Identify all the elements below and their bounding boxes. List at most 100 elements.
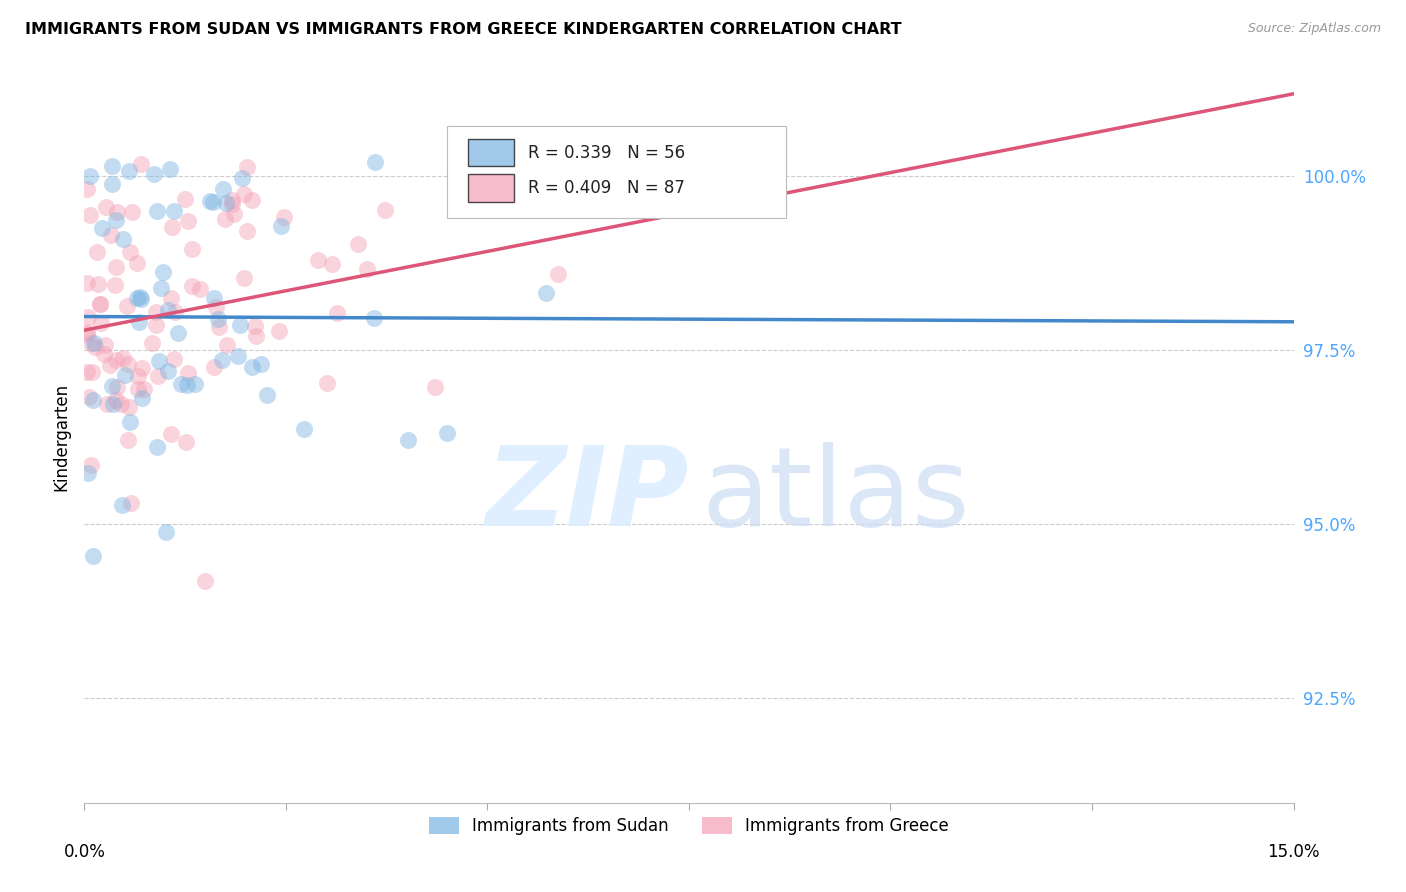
Point (146, 440, 169, 454)
Point (104, 392, 127, 407)
Point (188, 282, 211, 296)
Point (181, 242, 204, 256)
Point (90, 316, 112, 330)
Point (117, 164, 139, 178)
Point (143, 167, 166, 181)
Point (211, 353, 233, 368)
Point (200, 194, 222, 208)
Y-axis label: Kindergarten: Kindergarten (52, 383, 70, 491)
Point (103, 397, 125, 411)
Point (105, 205, 128, 219)
Point (202, 359, 225, 374)
Point (159, 427, 181, 442)
Point (76, 310, 98, 325)
Point (215, 195, 238, 210)
Point (79, 169, 101, 183)
Point (534, 286, 557, 301)
Point (346, 236, 368, 251)
Point (87, 277, 110, 291)
Point (231, 171, 253, 186)
Point (94, 338, 117, 352)
Point (177, 366, 200, 380)
Point (148, 368, 170, 383)
Point (96, 200, 118, 214)
Point (316, 376, 339, 391)
Text: 0.0%: 0.0% (63, 843, 105, 861)
Point (89, 296, 111, 310)
FancyBboxPatch shape (468, 138, 513, 167)
Point (76, 365, 98, 379)
Point (236, 224, 259, 238)
Point (76, 181, 98, 195)
Point (321, 257, 343, 271)
Point (118, 400, 141, 414)
FancyBboxPatch shape (468, 174, 513, 202)
Point (132, 382, 155, 396)
Text: R = 0.339   N = 56: R = 0.339 N = 56 (529, 144, 685, 161)
Point (84, 340, 107, 354)
Point (436, 425, 458, 440)
Text: IMMIGRANTS FROM SUDAN VS IMMIGRANTS FROM GREECE KINDERGARTEN CORRELATION CHART: IMMIGRANTS FROM SUDAN VS IMMIGRANTS FROM… (25, 22, 901, 37)
Point (129, 290, 152, 304)
Point (307, 253, 329, 268)
Point (89, 296, 111, 310)
Point (114, 368, 136, 382)
Point (159, 162, 181, 177)
Point (105, 379, 128, 393)
Point (131, 392, 153, 406)
Point (201, 195, 224, 210)
Point (76, 277, 98, 291)
Point (169, 377, 191, 392)
Point (112, 232, 135, 246)
Point (226, 349, 249, 363)
Point (145, 318, 167, 332)
Point (267, 324, 290, 338)
Point (202, 291, 225, 305)
Point (208, 320, 231, 334)
Point (105, 260, 128, 274)
Point (374, 202, 396, 217)
Text: R = 0.409   N = 87: R = 0.409 N = 87 (529, 178, 685, 196)
Point (110, 396, 132, 410)
Point (96, 397, 118, 411)
Point (112, 351, 135, 366)
Point (76, 325, 98, 339)
Text: 15.0%: 15.0% (1267, 843, 1320, 861)
Point (273, 210, 295, 224)
Point (117, 434, 139, 448)
Point (205, 300, 228, 314)
Point (100, 227, 122, 242)
Point (174, 434, 197, 449)
Point (270, 219, 292, 233)
FancyBboxPatch shape (447, 126, 786, 218)
Point (236, 160, 259, 174)
Point (120, 495, 142, 509)
Point (76, 327, 98, 342)
Point (184, 376, 207, 391)
Point (163, 352, 186, 367)
Point (160, 220, 183, 235)
Point (80, 365, 103, 379)
Point (194, 574, 217, 588)
Point (100, 177, 122, 191)
Point (98, 359, 121, 373)
Point (165, 305, 187, 319)
Point (104, 277, 127, 292)
Point (104, 352, 127, 367)
Point (101, 378, 124, 392)
Point (163, 204, 186, 219)
Point (245, 329, 267, 343)
Point (176, 378, 198, 392)
Point (93, 346, 115, 360)
Point (120, 244, 142, 259)
Point (148, 354, 170, 368)
Point (128, 315, 150, 329)
Point (149, 281, 172, 295)
Point (221, 196, 243, 211)
Point (157, 302, 180, 317)
Point (157, 364, 180, 378)
Point (181, 278, 204, 293)
Point (79, 208, 101, 222)
Point (160, 291, 183, 305)
Point (82, 392, 104, 407)
